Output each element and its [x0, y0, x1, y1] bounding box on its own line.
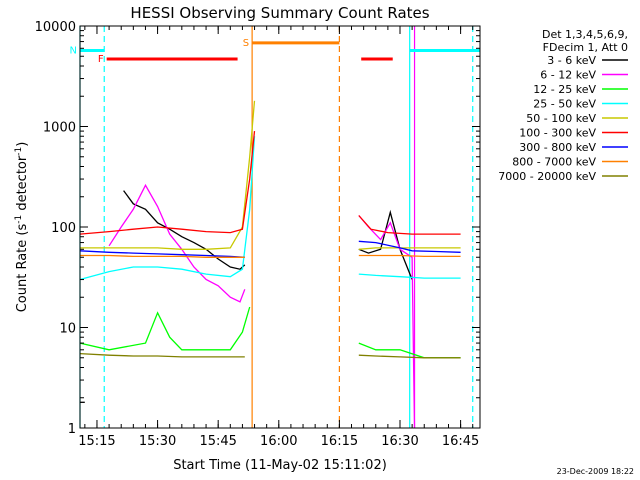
flag-label-F: F: [98, 54, 104, 65]
series-2-segment-0: [79, 306, 251, 351]
series-0-segment-1: [123, 190, 246, 270]
legend-label-8: 7000 - 20000 keV: [498, 170, 596, 183]
legend-header-line-2: FDecim 1, Att 0: [543, 41, 628, 54]
chart-title: HESSI Observing Summary Count Rates: [130, 4, 429, 22]
series-6-segment-0: [79, 250, 245, 258]
y-tick-label-3: 1000: [43, 121, 76, 136]
y-axis-label: Count Rate (s-1 detector-1): [14, 142, 30, 313]
y-axis-label-mid: detector: [15, 155, 30, 215]
x-tick-label-4: 16:15: [321, 434, 358, 449]
series-3-segment-1: [358, 273, 461, 279]
x-axis-label: Start Time (11-May-02 15:11:02): [173, 458, 387, 473]
legend-label-6: 300 - 800 keV: [519, 141, 596, 154]
y-tick-label-1: 10: [59, 322, 76, 337]
series-3: [79, 136, 461, 281]
legend-label-3: 25 - 50 keV: [533, 98, 596, 111]
y-axis-ticks: 1 10 100 1000 10000: [35, 20, 480, 437]
flag-bars: F S N: [70, 38, 480, 65]
legend-header-line-1: Det 1,3,4,5,6,9,: [542, 28, 628, 41]
series-7: [80, 254, 461, 258]
x-tick-label-3: 16:00: [260, 434, 297, 449]
y-tick-label-4: 10000: [35, 20, 76, 35]
x-tick-label-0: 15:15: [78, 434, 115, 449]
series-7-segment-0: [80, 254, 245, 258]
series-6-segment-1: [358, 240, 461, 253]
flag-label-S: S: [243, 38, 249, 49]
series-8-segment-0: [79, 352, 245, 358]
x-axis-ticks: 15:15 15:30 15:45 16:00 16:15 16:30 16:45: [78, 26, 479, 449]
legend-label-2: 12 - 25 keV: [533, 83, 596, 96]
y-axis-label-sup1: -1: [14, 215, 24, 224]
y-tick-label-0: 1: [68, 422, 76, 437]
series-8: [79, 352, 461, 359]
legend-label-7: 800 - 7000 keV: [512, 156, 596, 169]
series-8-segment-1: [358, 354, 461, 359]
series-5-segment-1: [358, 215, 461, 235]
legend-label-4: 50 - 100 keV: [526, 112, 596, 125]
series-5-segment-0: [79, 131, 256, 235]
series-3-segment-0: [79, 136, 256, 281]
legend-label-0: 3 - 6 keV: [547, 54, 596, 67]
x-tick-label-1: 15:30: [139, 434, 176, 449]
x-tick-label-6: 16:45: [442, 434, 479, 449]
legend: Det 1,3,4,5,6,9, FDecim 1, Att 0 3 - 6 k…: [498, 28, 628, 183]
series-4-segment-0: [80, 100, 256, 250]
series-lines: [79, 100, 461, 429]
y-axis-label-sup2: -1: [14, 147, 24, 156]
series-6: [79, 240, 461, 258]
series-5: [79, 131, 461, 235]
legend-label-1: 6 - 12 keV: [540, 69, 596, 82]
y-axis-label-end: ): [15, 142, 30, 147]
flag-label-N: N: [70, 46, 77, 57]
x-tick-label-2: 15:45: [199, 434, 236, 449]
y-tick-label-2: 100: [51, 221, 76, 236]
y-axis-label-base: Count Rate (s: [15, 224, 30, 313]
legend-label-5: 100 - 300 keV: [519, 127, 596, 140]
timestamp: 23-Dec-2009 18:22: [557, 467, 634, 476]
series-7-segment-1: [358, 254, 461, 258]
plot-area: F S N 1 10 100 1000 10000 15:15 15:30 15:45 16:00…: [35, 20, 481, 449]
x-tick-label-5: 16:30: [381, 434, 418, 449]
